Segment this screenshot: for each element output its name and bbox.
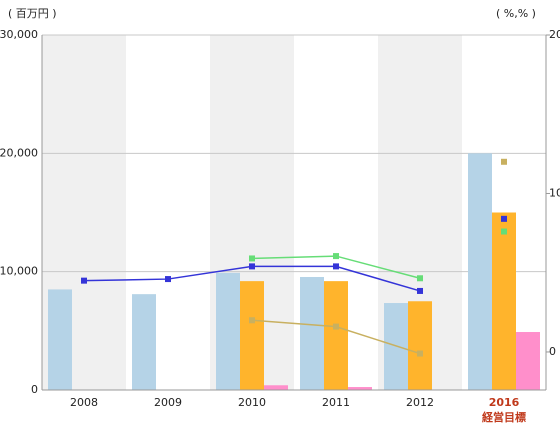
- x-tick-label: 2008: [70, 396, 98, 409]
- bar: [264, 385, 288, 390]
- bar: [132, 294, 156, 390]
- y-tick-label: 10,000: [0, 265, 38, 278]
- marker: [417, 287, 423, 294]
- bar: [492, 212, 516, 390]
- x-tick-label: 2011: [322, 396, 350, 409]
- bar: [324, 281, 348, 390]
- marker: [417, 275, 423, 282]
- bar: [516, 332, 540, 390]
- y2-unit-label: ( %,% ): [496, 7, 536, 20]
- marker: [417, 350, 423, 357]
- bar: [216, 272, 240, 390]
- bar: [240, 281, 264, 390]
- bar: [348, 387, 372, 390]
- marker: [81, 277, 87, 284]
- marker: [501, 215, 507, 222]
- marker: [501, 158, 507, 165]
- marker: [333, 253, 339, 260]
- marker: [249, 317, 255, 324]
- marker: [501, 228, 507, 235]
- x-tick-label: 2010: [238, 396, 266, 409]
- marker: [333, 323, 339, 330]
- y-tick-label: 0: [31, 383, 38, 396]
- y-tick-label: 20,000: [0, 146, 38, 159]
- y2-tick-label: 20: [549, 28, 560, 41]
- bar: [300, 276, 324, 390]
- x-tick-label: 2009: [154, 396, 182, 409]
- y-tick-label: 30,000: [0, 28, 38, 41]
- x-tick-label: 2016: [489, 396, 520, 409]
- bar: [468, 153, 492, 390]
- x-tick-label: 2012: [406, 396, 434, 409]
- x-tick-note: 経営目標: [482, 410, 526, 424]
- bar: [48, 289, 72, 390]
- marker: [165, 276, 171, 283]
- marker: [249, 263, 255, 270]
- y-unit-label: ( 百万円 ): [8, 7, 57, 20]
- y2-tick-label: 0: [549, 345, 556, 358]
- marker: [333, 263, 339, 270]
- y2-tick-label: 10: [549, 186, 560, 199]
- marker: [249, 255, 255, 262]
- bar: [408, 301, 432, 390]
